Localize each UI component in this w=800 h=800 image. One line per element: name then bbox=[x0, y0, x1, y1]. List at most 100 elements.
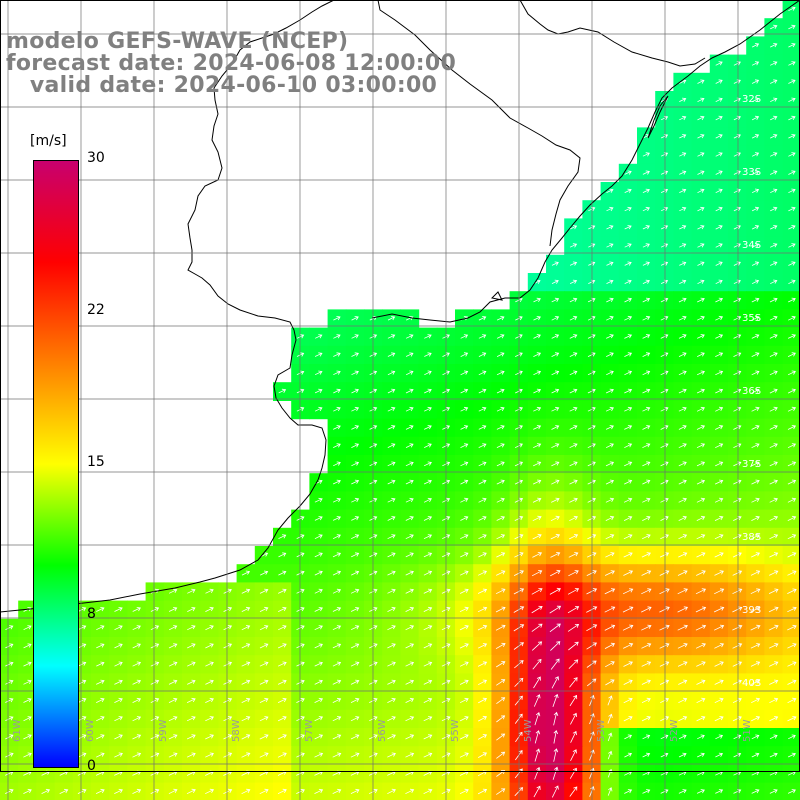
wind-arrow bbox=[569, 497, 578, 503]
wind-arrow bbox=[405, 643, 415, 649]
wind-arrow bbox=[660, 406, 669, 412]
wind-speed-cell bbox=[746, 91, 765, 110]
wind-speed-cell bbox=[400, 400, 420, 420]
lon-label: 54W bbox=[523, 719, 534, 742]
wind-arrow bbox=[478, 443, 487, 448]
wind-arrow bbox=[697, 243, 705, 248]
wind-arrow bbox=[660, 479, 669, 485]
wind-arrow bbox=[751, 243, 760, 248]
wind-arrow bbox=[787, 570, 797, 576]
wind-arrow bbox=[405, 588, 414, 594]
wind-speed-cell bbox=[746, 455, 765, 474]
wind-arrow bbox=[589, 713, 595, 725]
wind-arrow bbox=[551, 297, 560, 303]
wind-speed-cell bbox=[182, 764, 201, 784]
wind-arrow bbox=[606, 261, 614, 266]
wind-speed-cell bbox=[691, 473, 711, 492]
wind-speed-cell bbox=[618, 564, 638, 583]
wind-arrow bbox=[733, 425, 742, 430]
wind-arrow bbox=[205, 788, 215, 795]
wind-speed-cell bbox=[746, 54, 765, 74]
wind-arrow bbox=[187, 607, 196, 612]
wind-arrow bbox=[750, 588, 761, 595]
wind-speed-cell bbox=[564, 655, 583, 674]
wind-arrow bbox=[533, 352, 542, 357]
wind-speed-cell bbox=[746, 728, 765, 747]
wind-speed-cell bbox=[764, 600, 784, 620]
wind-arrow bbox=[788, 261, 796, 266]
wind-arrow bbox=[769, 334, 778, 339]
wind-arrow bbox=[314, 734, 324, 740]
wind-arrow bbox=[751, 425, 760, 430]
wind-arrow bbox=[460, 552, 469, 558]
wind-speed-cell bbox=[655, 309, 674, 329]
wind-arrow bbox=[751, 534, 760, 540]
wind-speed-cell bbox=[273, 564, 292, 583]
wind-speed-cell bbox=[691, 182, 711, 201]
wind-arrow bbox=[586, 570, 597, 576]
wind-speed-cell bbox=[728, 327, 747, 347]
wind-arrow bbox=[769, 734, 778, 740]
wind-arrow bbox=[642, 516, 651, 521]
wind-speed-cell bbox=[746, 327, 765, 347]
wind-arrow bbox=[550, 641, 561, 651]
wind-speed-cell bbox=[728, 163, 747, 183]
wind-speed-cell bbox=[254, 600, 274, 620]
wind-arrow bbox=[387, 352, 396, 357]
wind-speed-cell bbox=[728, 91, 747, 110]
wind-arrow bbox=[678, 752, 687, 758]
wind-speed-cell bbox=[691, 291, 711, 310]
wind-speed-cell bbox=[491, 345, 511, 365]
wind-arrow bbox=[241, 734, 251, 740]
wind-arrow bbox=[569, 370, 578, 376]
wind-arrow bbox=[787, 370, 796, 376]
wind-speed-cell bbox=[618, 455, 638, 474]
wind-arrow bbox=[168, 752, 178, 758]
wind-speed-cell bbox=[254, 618, 274, 638]
wind-speed-cell bbox=[455, 618, 474, 638]
wind-arrow bbox=[769, 534, 779, 540]
wind-speed-cell bbox=[655, 600, 674, 620]
wind-speed-cell bbox=[455, 491, 474, 511]
wind-speed-cell bbox=[564, 673, 583, 693]
wind-arrow bbox=[678, 497, 687, 503]
wind-speed-cell bbox=[764, 455, 784, 474]
wind-speed-cell bbox=[564, 327, 583, 347]
wind-arrow bbox=[532, 552, 543, 558]
wind-arrow bbox=[787, 588, 797, 594]
wind-arrow bbox=[769, 479, 778, 485]
wind-arrow bbox=[495, 642, 506, 650]
wind-arrow bbox=[168, 716, 178, 722]
wind-speed-cell bbox=[527, 655, 547, 674]
wind-arrow bbox=[387, 643, 396, 649]
wind-arrow bbox=[697, 315, 705, 321]
wind-arrow bbox=[587, 425, 596, 430]
wind-arrow bbox=[732, 606, 743, 613]
wind-arrow bbox=[770, 243, 778, 248]
wind-speed-cell bbox=[709, 455, 729, 474]
wind-arrow bbox=[259, 697, 269, 703]
wind-speed-cell bbox=[218, 637, 238, 656]
wind-arrow bbox=[678, 734, 687, 740]
wind-arrow bbox=[132, 788, 142, 794]
wind-speed-cell bbox=[691, 145, 711, 165]
wind-arrow bbox=[695, 606, 707, 613]
wind-arrow bbox=[387, 570, 396, 576]
wind-arrow bbox=[150, 734, 160, 740]
wind-arrow bbox=[569, 279, 578, 284]
wind-arrow bbox=[350, 679, 360, 685]
wind-arrow bbox=[241, 588, 251, 594]
wind-arrow bbox=[278, 588, 287, 594]
wind-arrow bbox=[460, 388, 469, 394]
wind-arrow bbox=[187, 679, 196, 685]
wind-arrow bbox=[460, 534, 469, 540]
wind-arrow bbox=[623, 661, 633, 667]
wind-arrow bbox=[750, 643, 761, 649]
wind-arrow bbox=[23, 788, 32, 794]
wind-arrow bbox=[660, 497, 669, 503]
wind-arrow bbox=[186, 734, 196, 740]
wind-arrow bbox=[769, 497, 778, 503]
wind-speed-cell bbox=[91, 728, 110, 747]
wind-arrow bbox=[314, 788, 324, 794]
wind-speed-cell bbox=[418, 418, 438, 438]
